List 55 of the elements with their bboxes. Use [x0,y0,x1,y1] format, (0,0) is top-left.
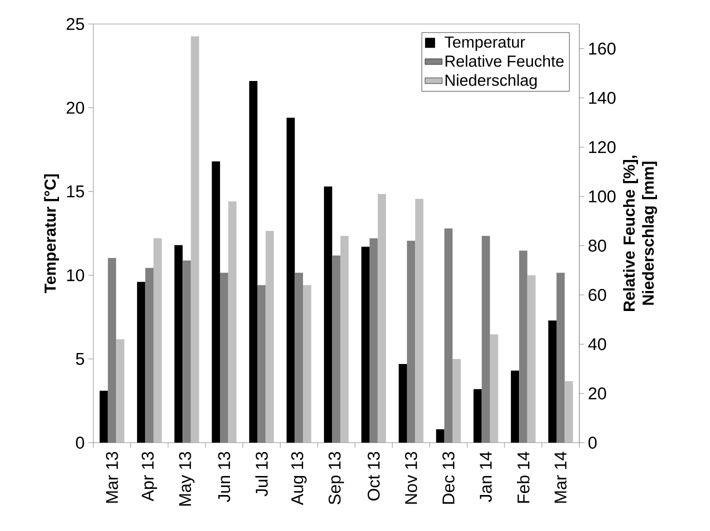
x-tick-label: Jun 13 [218,452,230,502]
y-tick-label: 15 [67,186,84,198]
legend-label: Relative Feuchte [446,55,564,67]
x-tick-label: Mar 13 [106,452,118,503]
bar [303,285,312,443]
x-tick-label: Mar 14 [554,452,567,503]
bar [490,334,498,443]
bar [474,389,482,443]
bar [406,240,416,443]
y2-tick-label: 20 [588,387,606,400]
x-tick-label: Sep 13 [328,452,344,504]
x-tick-label: Oct 13 [368,452,380,501]
y2-tick-label: 80 [588,240,606,252]
y2-tick-label: 160 [589,42,616,55]
x-tick-label: Dec 13 [442,452,454,504]
bar [249,80,258,443]
bar [452,358,461,443]
bar [527,275,536,443]
bar [482,236,490,443]
bar [519,250,528,443]
x-tick-label: May 13 [179,452,194,506]
legend-label: Niederschlag [446,74,537,90]
x-tick-label: Apr 13 [142,452,158,502]
y2-tick-label: 120 [589,141,616,154]
bar [108,258,116,443]
y2-tick-label: 140 [589,92,616,104]
y-tick-label: 10 [67,269,84,282]
bar [378,194,386,443]
legend-label: Temperatur [444,36,525,51]
y-tick-label: 25 [66,18,84,30]
bar [100,390,108,443]
bar [340,236,349,443]
x-tick-label: Nov 13 [405,452,418,504]
y-tick-label: 5 [76,353,84,365]
y-tick-label: 0 [76,436,84,449]
y-tick-label: 20 [66,102,84,114]
bar [444,228,453,443]
y2-tick-label: 60 [588,288,606,301]
bar [228,201,236,443]
x-tick-label: Feb 14 [516,452,530,503]
x-tick-label: Aug 13 [291,452,307,506]
y2-tick-label: 0 [588,436,597,449]
y2-tick-label: 100 [589,190,616,202]
bar [564,381,573,443]
y2-tick-label: 40 [588,338,606,350]
bar [415,198,424,443]
y-axis-title: Temperatur [°C] [44,174,59,294]
y2-axis-title: Relative Feuche [%], Niederschlag [mm] [623,156,658,311]
bar [266,230,274,443]
x-tick-label: Jul 13 [255,452,268,496]
bar [190,36,200,443]
x-tick-label: Jan 14 [480,452,492,502]
bar [153,238,162,443]
bar [436,429,444,443]
bar [116,339,124,443]
